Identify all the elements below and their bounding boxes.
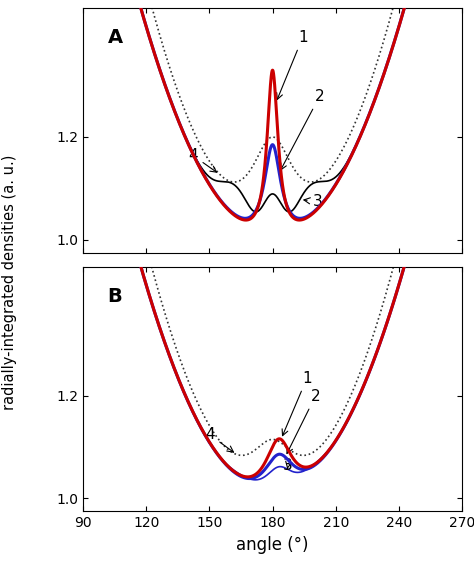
Text: 2: 2	[281, 89, 324, 170]
Text: radially-integrated densities (a. u.): radially-integrated densities (a. u.)	[2, 155, 17, 410]
Text: 2: 2	[287, 389, 320, 454]
Text: 1: 1	[282, 371, 312, 436]
Text: 3: 3	[283, 458, 293, 473]
X-axis label: angle (°): angle (°)	[237, 536, 309, 554]
Text: 3: 3	[304, 194, 322, 209]
Text: 4: 4	[188, 148, 217, 172]
Text: 1: 1	[277, 30, 308, 99]
Text: A: A	[108, 28, 123, 47]
Text: 4: 4	[205, 427, 234, 452]
Text: B: B	[108, 287, 122, 306]
